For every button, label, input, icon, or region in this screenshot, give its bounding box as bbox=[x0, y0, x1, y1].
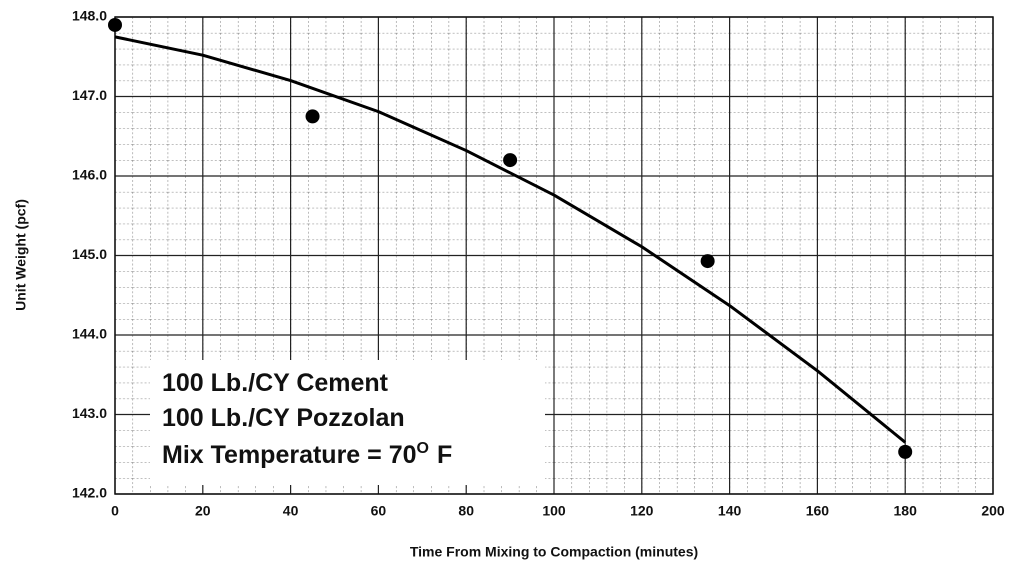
annotation: Mix Temperature = 70O F bbox=[162, 440, 452, 469]
y-tick-label: 148.0 bbox=[72, 8, 107, 24]
x-tick-label: 60 bbox=[371, 503, 387, 519]
y-tick-label: 144.0 bbox=[72, 326, 107, 342]
x-tick-label: 120 bbox=[630, 503, 654, 519]
point bbox=[305, 109, 320, 124]
x-tick-label: 200 bbox=[981, 503, 1005, 519]
y-tick-label: 143.0 bbox=[72, 405, 107, 421]
x-tick-label: 180 bbox=[894, 503, 918, 519]
point bbox=[108, 17, 122, 32]
x-tick-label: 40 bbox=[283, 503, 299, 519]
x-tick-label: 140 bbox=[718, 503, 742, 519]
x-tick-label: 100 bbox=[542, 503, 566, 519]
y-tick-label: 142.0 bbox=[72, 485, 107, 501]
x-axis-label: Time From Mixing to Compaction (minutes) bbox=[410, 544, 698, 560]
marks bbox=[108, 17, 913, 459]
annotation-text: Mix Temperature = 70 bbox=[162, 441, 417, 469]
y-tick-label: 146.0 bbox=[72, 167, 107, 183]
plot-frame bbox=[114, 16, 994, 495]
point bbox=[503, 153, 518, 168]
point bbox=[700, 254, 715, 269]
fit-curve bbox=[114, 35, 907, 444]
x-tick-label: 0 bbox=[111, 503, 119, 519]
annotation-sup: O bbox=[417, 440, 429, 457]
x-tick-label: 20 bbox=[195, 503, 211, 519]
annotation-unit: F bbox=[437, 441, 452, 469]
annotation: 100 Lb./CY Cement bbox=[162, 369, 389, 397]
x-tick-label: 80 bbox=[458, 503, 474, 519]
point bbox=[898, 444, 913, 459]
y-tick-label: 147.0 bbox=[72, 87, 107, 103]
y-tick-label: 145.0 bbox=[72, 246, 107, 262]
y-axis-label: Unit Weight (pcf) bbox=[13, 199, 29, 311]
annotation-box bbox=[150, 360, 545, 485]
annotation: 100 Lb./CY Pozzolan bbox=[162, 404, 405, 432]
x-tick-label: 160 bbox=[806, 503, 830, 519]
